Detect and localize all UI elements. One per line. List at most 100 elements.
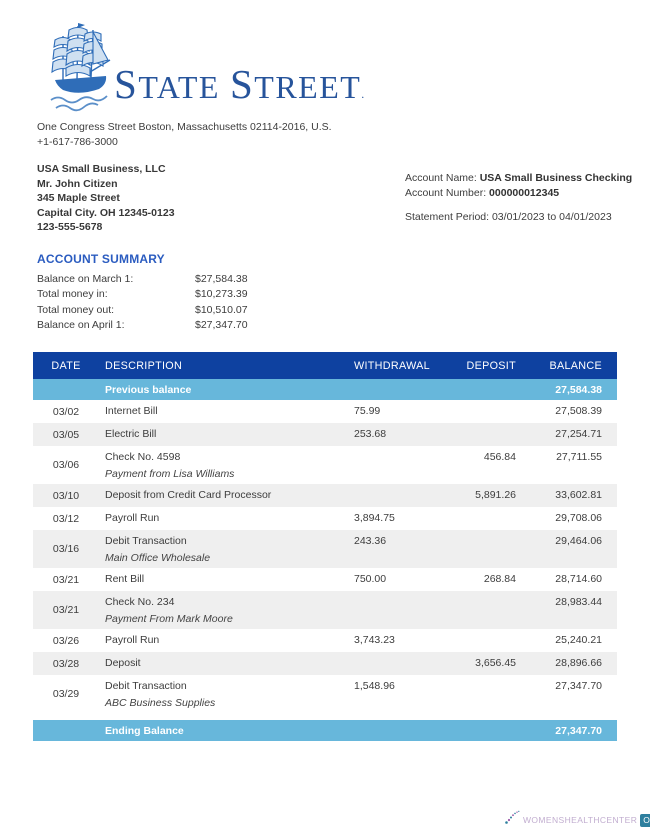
transaction-deposit: [462, 675, 516, 713]
summary-value: $27,584.38: [195, 273, 248, 285]
transaction-balance: 25,240.21: [555, 634, 602, 646]
transaction-withdrawal: 243.36: [354, 535, 387, 547]
transaction-withdrawal: 3,894.75: [354, 512, 395, 524]
transaction-withdrawal: 750.00: [354, 573, 387, 585]
account-info-block: Account Name: USA Small Business Checkin…: [405, 171, 632, 224]
transaction-withdrawal: 1,548.96: [354, 680, 395, 692]
summary-value: $10,510.07: [195, 303, 248, 316]
transaction-date: 03/16: [52, 543, 80, 555]
previous-balance-label: Previous balance: [105, 383, 192, 396]
transaction-row: 03/02 Internet Bill 75.99 27,508.39: [33, 400, 617, 423]
logo-word1-initial: S: [114, 61, 139, 107]
statement-period-value: 03/01/2023 to 04/01/2023: [491, 210, 612, 223]
dots-arc-icon: [505, 810, 520, 830]
account-name-line: Account Name: USA Small Business Checkin…: [405, 171, 632, 186]
transaction-deposit: 5,891.26: [475, 489, 516, 501]
customer-address-block: USA Small Business, LLC Mr. John Citizen…: [37, 162, 175, 235]
account-number-line: Account Number: 000000012345: [405, 186, 632, 201]
summary-value: $10,273.39: [195, 288, 248, 301]
transaction-description: Payroll Run: [99, 629, 352, 652]
brand-logo: STATE STREET.: [114, 60, 364, 108]
transactions-body: 03/02 Internet Bill 75.99 27,508.39 03/0…: [33, 400, 617, 713]
transaction-deposit: [462, 400, 516, 423]
logo-word2-initial: S: [229, 61, 255, 107]
logo-word1-rest: TATE: [138, 69, 220, 105]
transaction-row: 03/16 Debit Transaction Main Office Whol…: [33, 530, 617, 568]
transaction-description: Payroll Run: [99, 507, 352, 530]
transaction-balance: 29,464.06: [555, 535, 602, 547]
transaction-balance: 28,896.66: [555, 657, 602, 669]
header-withdrawal: WITHDRAWAL: [354, 359, 430, 372]
transaction-description: Check No. 4598 Payment from Lisa William…: [99, 446, 352, 484]
transaction-withdrawal: [352, 591, 462, 629]
transaction-description: Check No. 234 Payment From Mark Moore: [99, 591, 352, 629]
summary-label: Total money in:: [37, 288, 108, 301]
statement-period-line: Statement Period: 03/01/2023 to 04/01/20…: [405, 210, 632, 225]
transaction-deposit: [462, 591, 516, 629]
summary-label: Total money out:: [37, 303, 115, 316]
transaction-description: Deposit from Credit Card Processor: [99, 484, 352, 507]
ending-balance-row: Ending Balance 27,347.70: [33, 720, 617, 741]
watermark-text: WOMENSHEALTHCENTER: [523, 815, 638, 825]
bank-address-block: One Congress Street Boston, Massachusett…: [37, 120, 332, 150]
transaction-deposit: [462, 629, 516, 652]
transaction-description: Rent Bill: [99, 568, 352, 591]
transaction-deposit: 268.84: [483, 573, 516, 585]
transaction-row: 03/21 Check No. 234 Payment From Mark Mo…: [33, 591, 617, 629]
transaction-description-main: Debit Transaction: [105, 535, 187, 547]
transaction-description-sub: ABC Business Supplies: [105, 697, 216, 709]
summary-value: $27,347.70: [195, 318, 248, 331]
account-summary-title: ACCOUNT SUMMARY: [37, 252, 165, 266]
transaction-description-main: Payroll Run: [105, 512, 160, 524]
transaction-balance: 28,714.60: [555, 573, 602, 585]
transaction-row: 03/26 Payroll Run 3,743.23 25,240.21: [33, 629, 617, 652]
transaction-date: 03/26: [52, 634, 80, 647]
transaction-description: Debit Transaction Main Office Wholesale: [99, 530, 352, 568]
transaction-description-main: Deposit from Credit Card Processor: [105, 489, 272, 501]
transaction-deposit: 3,656.45: [475, 657, 516, 669]
account-name-label: Account Name:: [405, 172, 480, 184]
transaction-row: 03/10 Deposit from Credit Card Processor…: [33, 484, 617, 507]
customer-line: USA Small Business, LLC: [37, 163, 166, 175]
customer-line: 123-555-5678: [37, 221, 103, 234]
transaction-balance: 29,708.06: [555, 512, 602, 524]
account-name-value: USA Small Business Checking: [479, 172, 633, 184]
header-balance: BALANCE: [549, 359, 602, 372]
transaction-row: 03/29 Debit Transaction ABC Business Sup…: [33, 675, 617, 713]
previous-balance-row: Previous balance 27,584.38: [33, 379, 617, 400]
transaction-description: Debit Transaction ABC Business Supplies: [99, 675, 352, 713]
transaction-row: 03/05 Electric Bill 253.68 27,254.71: [33, 423, 617, 446]
transaction-date: 03/05: [52, 428, 80, 441]
transaction-deposit: [462, 507, 516, 530]
account-number-value: 000000012345: [489, 186, 560, 199]
transaction-balance: 27,711.55: [556, 451, 602, 463]
header-description: DESCRIPTION: [105, 359, 183, 372]
transaction-description-main: Check No. 4598: [105, 451, 181, 463]
transaction-deposit: 456.84: [483, 451, 516, 463]
customer-line: 345 Maple Street: [37, 192, 120, 205]
logo-word2-rest: TREET: [254, 69, 362, 105]
summary-row: Total money in: $10,273.39: [37, 287, 248, 302]
transaction-date: 03/02: [52, 405, 80, 418]
transaction-balance: 33,602.81: [555, 489, 602, 501]
transaction-description-main: Rent Bill: [105, 573, 145, 585]
transaction-withdrawal: 75.99: [354, 405, 381, 417]
transaction-date: 03/06: [52, 459, 80, 471]
transaction-date: 03/21: [52, 573, 80, 586]
transaction-withdrawal: [352, 446, 462, 484]
clipper-ship-icon: [50, 20, 114, 123]
transaction-description-main: Check No. 234: [105, 596, 175, 608]
transaction-row: 03/12 Payroll Run 3,894.75 29,708.06: [33, 507, 617, 530]
transaction-balance: 27,508.39: [555, 405, 602, 417]
transaction-description-main: Deposit: [105, 657, 141, 669]
transaction-description: Deposit: [99, 652, 352, 675]
transaction-balance: 27,254.71: [555, 428, 602, 440]
transaction-date: 03/21: [52, 604, 80, 616]
transaction-row: 03/28 Deposit 3,656.45 28,896.66: [33, 652, 617, 675]
bank-phone: +1-617-786-3000: [37, 136, 118, 148]
transaction-description-main: Internet Bill: [105, 405, 158, 417]
transaction-date: 03/12: [52, 512, 80, 525]
summary-row: Balance on March 1: $27,584.38: [37, 272, 248, 287]
transaction-date: 03/28: [52, 657, 80, 670]
